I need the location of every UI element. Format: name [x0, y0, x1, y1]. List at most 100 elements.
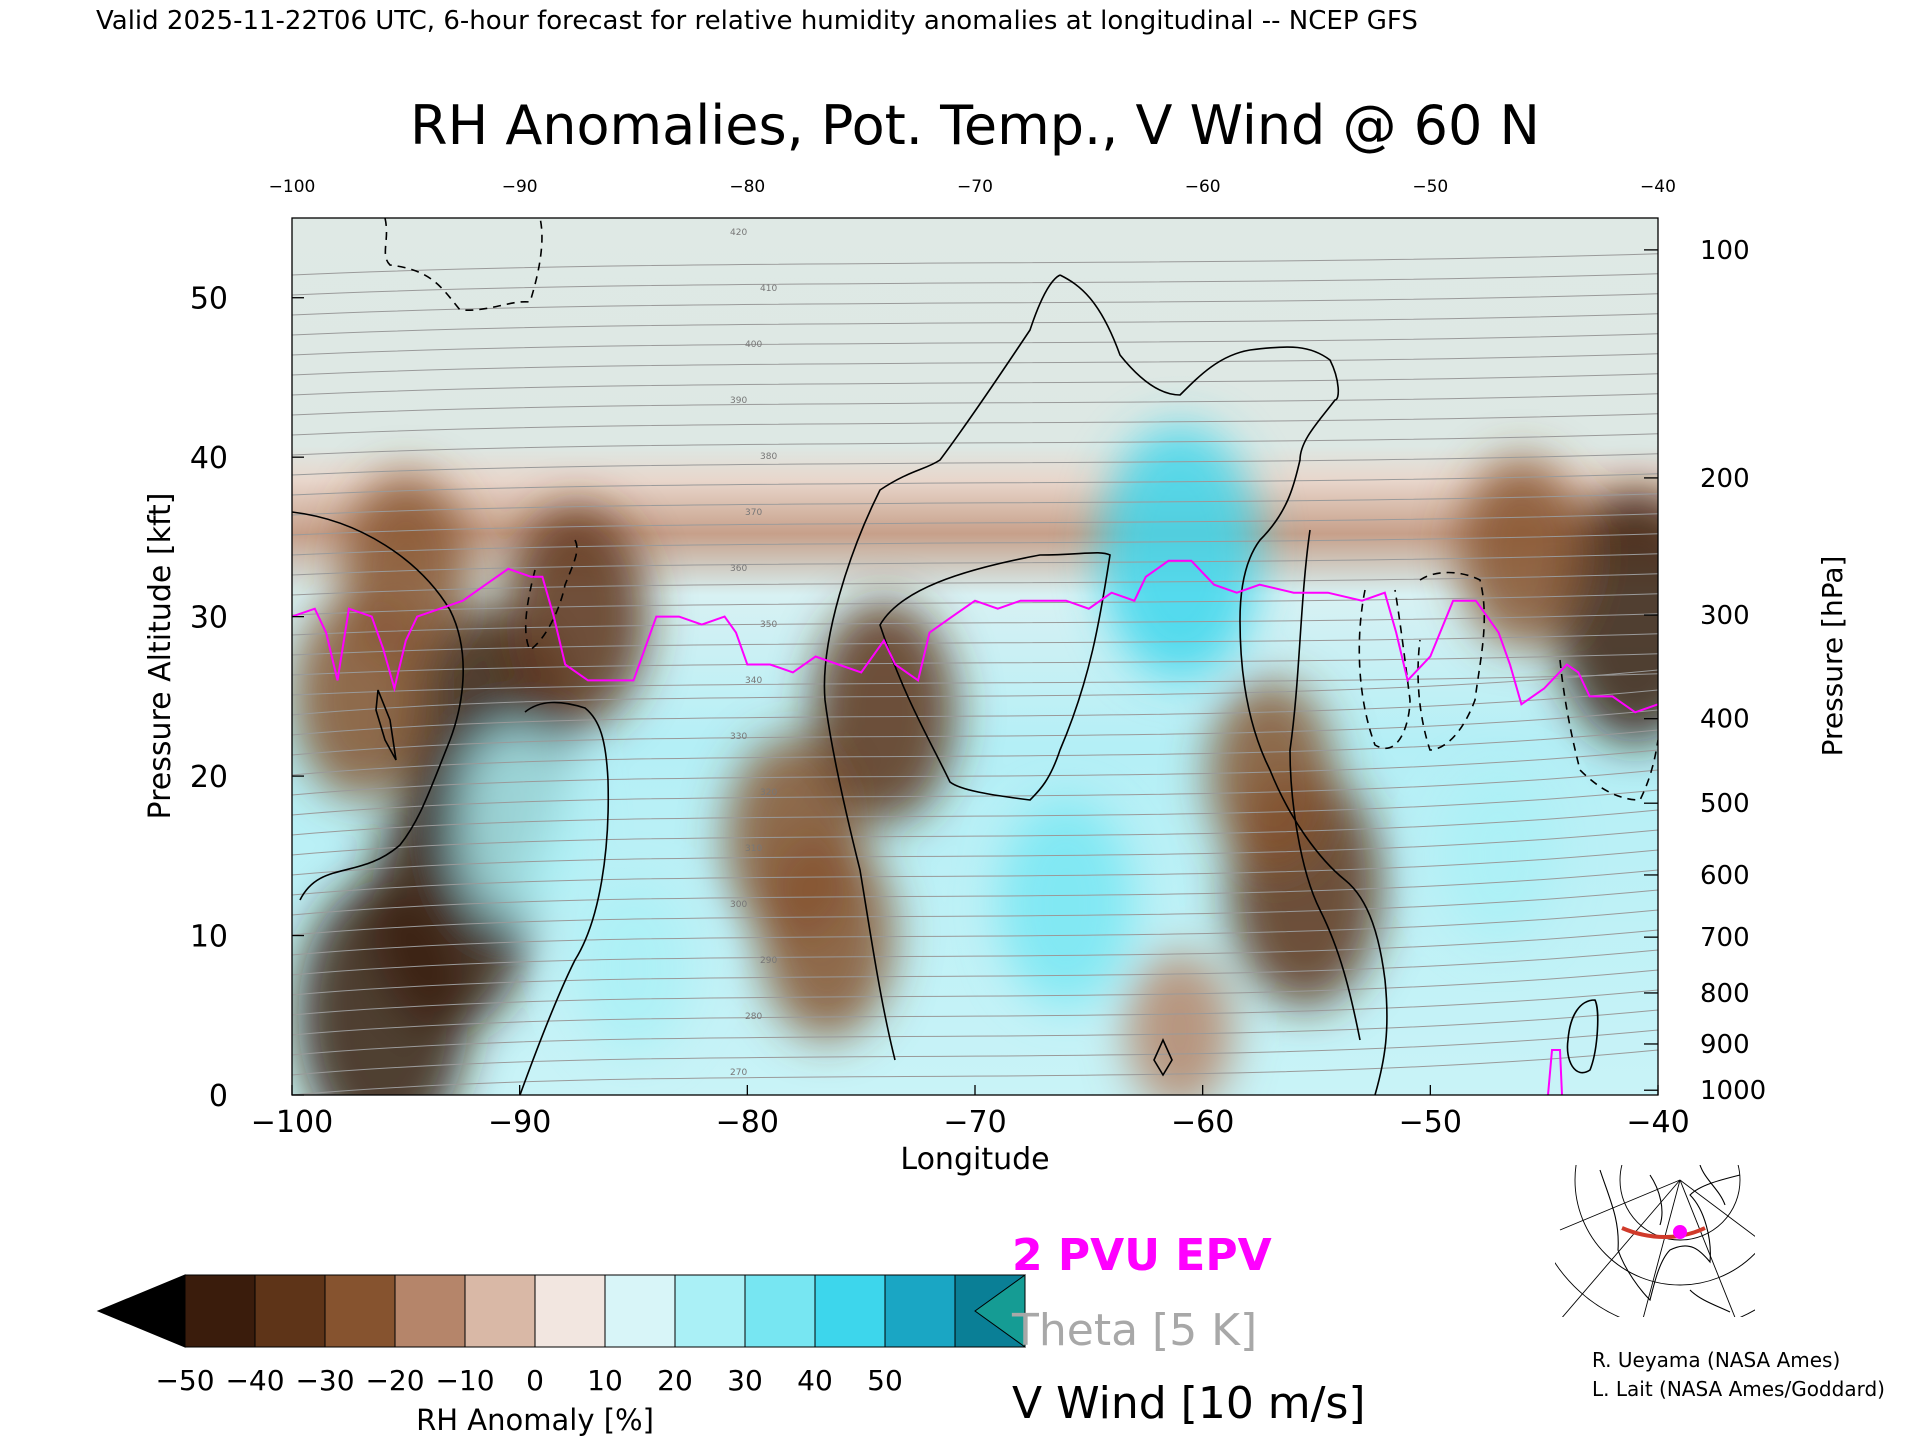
theta-contour-line-31	[292, 453, 1658, 476]
theta-contour-line-23	[292, 613, 1658, 636]
theta-contour-line-40	[292, 273, 1658, 296]
theta-contour-label: 320	[760, 788, 777, 798]
rh-anomaly-field	[293, 425, 1658, 1095]
y-axis-label-right: Pressure [hPa]	[1816, 556, 1849, 757]
theta-contour-label: 340	[745, 676, 762, 686]
pressure-tick-label: 200	[1700, 464, 1750, 494]
map-meridian-2	[1643, 1179, 1681, 1317]
theta-contour-labels: 270 280 290 300 310 320 330 340 350 360 370 380 390 4…	[730, 228, 777, 1078]
y-tick-label: 10	[190, 920, 228, 955]
theta-contour-line-34	[292, 393, 1658, 416]
x-top-tick-label: −70	[957, 177, 993, 197]
theta-contour-line-26	[292, 553, 1658, 576]
epv-2pvu-line	[292, 559, 1658, 714]
colorbar-segment	[604, 1274, 676, 1348]
theta-contours	[292, 253, 1658, 1095]
v-wind-contour-zero-central	[823, 274, 1061, 1061]
y-axis-ticks: 0 10 20 30 40 50	[190, 282, 304, 1114]
colorbar-segment	[464, 1274, 536, 1348]
theta-contour-label: 330	[730, 732, 747, 742]
rh-anomaly-blob-10	[1208, 681, 1334, 872]
map-meridian-5	[1679, 1179, 1755, 1237]
y-tick-label: 50	[190, 282, 228, 317]
theta-contour-label: 350	[760, 620, 777, 630]
v-wind-contour-small-1	[375, 689, 397, 761]
theta-contour-label: 280	[745, 1012, 762, 1022]
x-top-tick-label: −50	[1412, 177, 1448, 197]
theta-contour-label: 360	[730, 564, 747, 574]
theta-contour-label: 310	[745, 844, 762, 854]
pressure-tick-label: 300	[1700, 601, 1750, 631]
x-tick-label: −50	[1399, 1105, 1462, 1140]
rh-anomaly-blob-17	[457, 728, 583, 919]
theta-contour-line-6	[292, 929, 1658, 976]
theta-contour-label: 300	[730, 900, 747, 910]
theta-contour-line-41	[292, 253, 1658, 276]
rh-anomaly-blob-4	[343, 473, 469, 664]
colorbar-tick-labels: −50 −40 −30 −20 −10 0 10 20 30 40 50	[155, 1364, 902, 1397]
theta-contour-line-0	[292, 1049, 1658, 1095]
colorbar-tick-label: 20	[657, 1364, 693, 1397]
theta-contour-line-21	[292, 653, 1658, 676]
theta-contour-label: 420	[730, 228, 747, 238]
credit-line-2: L. Lait (NASA Ames/Goddard)	[1592, 1377, 1885, 1401]
theta-contour-line-1	[292, 1029, 1658, 1076]
colorbar-segment	[394, 1274, 466, 1348]
rh-anomaly-blob-13	[1458, 457, 1584, 648]
theta-contour-line-38	[292, 313, 1658, 336]
theta-contour-line-14	[292, 769, 1658, 816]
v-wind-contour-zero-west	[292, 511, 610, 1095]
theta-contour-line-33	[292, 413, 1658, 436]
legend-epv: 2 PVU EPV	[1012, 1230, 1272, 1281]
colorbar-segment	[674, 1274, 746, 1348]
colorbar-tick-label: −20	[365, 1364, 424, 1397]
y-tick-label: 30	[190, 601, 228, 636]
map-graticule-ring-2	[1574, 1165, 1755, 1286]
colorbar-segment	[814, 1274, 886, 1348]
theta-contour-line-5	[292, 949, 1658, 996]
map-meridian-1	[1561, 1179, 1681, 1317]
map-graticule-ring-3	[1619, 1165, 1741, 1241]
x-top-tick-label: −100	[269, 177, 316, 197]
pressure-tick-label: 700	[1700, 923, 1750, 953]
theta-contour-line-30	[292, 473, 1658, 496]
x-top-tick-label: −40	[1640, 177, 1676, 197]
theta-contour-line-36	[292, 353, 1658, 376]
theta-contour-line-3	[292, 989, 1658, 1036]
v-wind-contour-zero-east	[1289, 529, 1361, 1041]
colorbar-tick-label: 0	[526, 1364, 544, 1397]
colorbar-tick-label: −40	[225, 1364, 284, 1397]
theta-contour-label: 290	[760, 956, 777, 966]
v-wind-contour-dashed-east	[1358, 571, 1658, 801]
y-tick-label: 0	[209, 1079, 228, 1114]
x-tick-label: −100	[251, 1105, 333, 1140]
pressure-tick-label: 600	[1700, 861, 1750, 891]
pressure-tick-label: 500	[1700, 789, 1750, 819]
x-axis-ticks: −100 −90 −80 −70 −60 −50 −40	[251, 1085, 1690, 1140]
y-tick-label: 40	[190, 441, 228, 476]
theta-contour-line-7	[292, 909, 1658, 956]
colorbar-tick-label: 30	[727, 1364, 763, 1397]
pressure-tick-label: 800	[1700, 979, 1750, 1009]
theta-contour-line-20	[292, 673, 1658, 696]
map-location-marker	[1673, 1225, 1687, 1239]
theta-contour-line-15	[292, 749, 1658, 796]
colorbar-high-arrow	[974, 1274, 1026, 1348]
v-wind-contour-dashed-west	[384, 218, 543, 311]
v-wind-contour-inner-loop	[879, 551, 1111, 801]
legend-vwind: V Wind [10 m/s]	[1012, 1378, 1366, 1429]
rh-anomaly-blob-14	[1099, 425, 1261, 680]
colorbar-low-arrow	[96, 1274, 186, 1348]
colorbar-segment	[184, 1274, 256, 1348]
pressure-axis-ticks: 100 200 300 400 500 600 700 800 900 1000	[1644, 236, 1766, 1106]
theta-contour-line-4	[292, 969, 1658, 1016]
v-wind-contour-zero-north	[1059, 274, 1388, 1095]
colorbar-segment	[884, 1274, 956, 1348]
theta-contour-label: 370	[745, 508, 762, 518]
map-meridian-4	[1559, 1179, 1681, 1231]
theta-contour-label: 270	[730, 1068, 747, 1078]
colorbar-tick-label: −30	[295, 1364, 354, 1397]
rh-anomaly-blob-7	[812, 601, 956, 824]
location-inset-map	[1555, 1165, 1755, 1317]
legend-theta: Theta [5 K]	[1011, 1305, 1257, 1356]
